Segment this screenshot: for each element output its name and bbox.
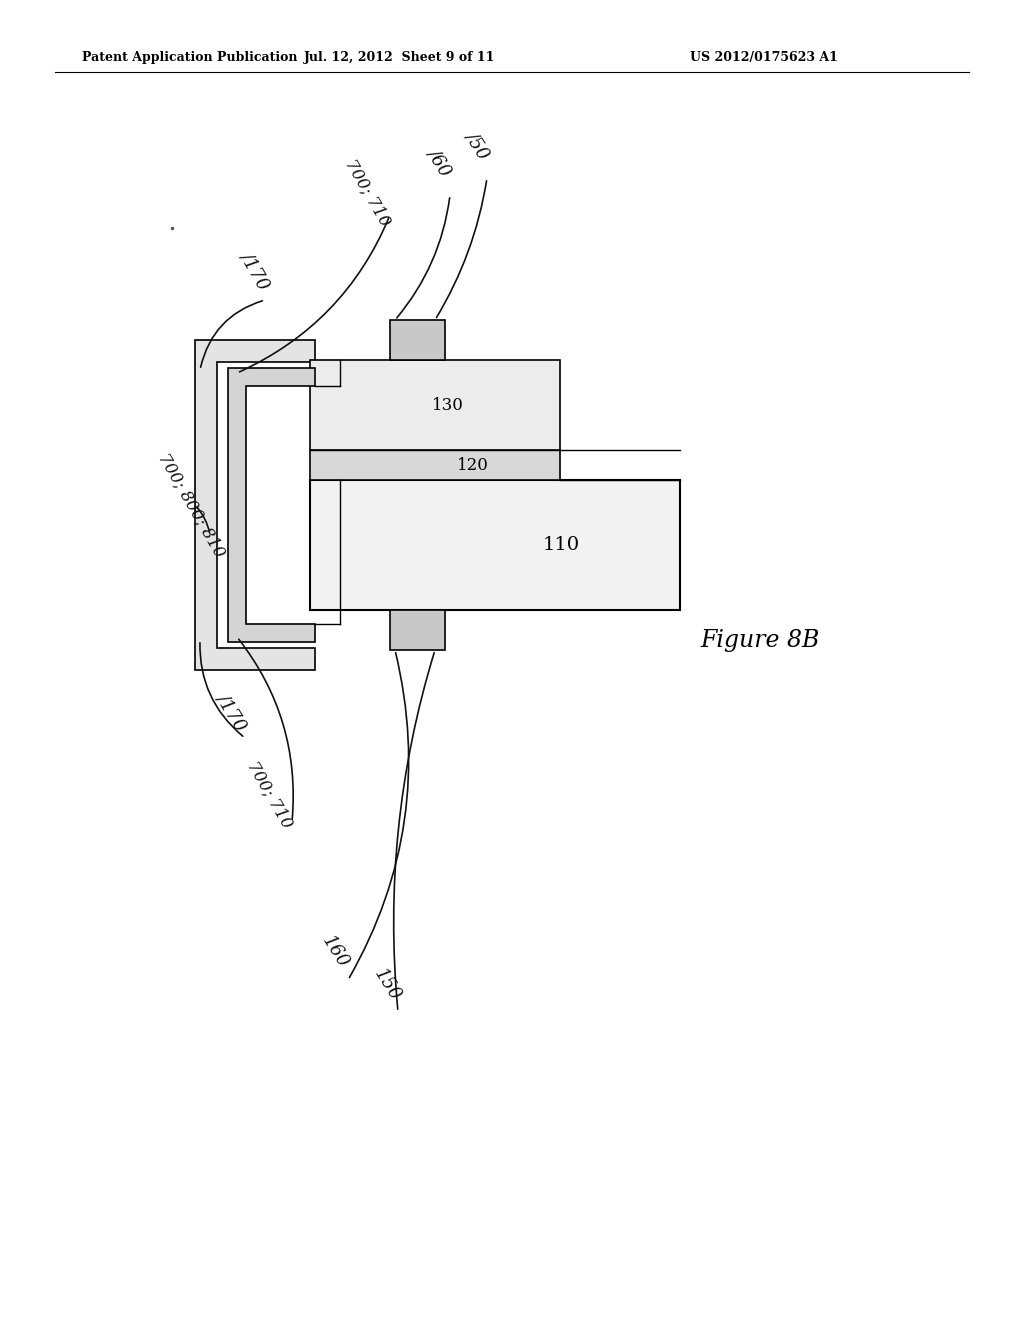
Text: 700; 710: 700; 710: [244, 759, 296, 832]
Text: /60: /60: [425, 145, 456, 180]
Text: /170: /170: [237, 248, 273, 292]
Text: Patent Application Publication: Patent Application Publication: [82, 50, 298, 63]
Text: 700; 800; 810: 700; 800; 810: [156, 450, 228, 560]
Text: /50: /50: [463, 128, 494, 162]
Polygon shape: [228, 368, 315, 642]
Bar: [390, 610, 445, 649]
Text: 700; 710: 700; 710: [342, 157, 394, 230]
Text: 160: 160: [318, 933, 352, 972]
Text: 130: 130: [431, 396, 464, 413]
Bar: [390, 319, 445, 360]
Bar: [310, 480, 680, 610]
Bar: [310, 360, 560, 450]
Polygon shape: [195, 341, 315, 671]
Text: US 2012/0175623 A1: US 2012/0175623 A1: [690, 50, 838, 63]
Text: 150: 150: [371, 966, 403, 1005]
Text: 120: 120: [457, 457, 488, 474]
Text: Jul. 12, 2012  Sheet 9 of 11: Jul. 12, 2012 Sheet 9 of 11: [304, 50, 496, 63]
Text: Figure 8B: Figure 8B: [700, 628, 819, 652]
Text: 110: 110: [543, 536, 581, 554]
Bar: [310, 450, 560, 480]
Text: /170: /170: [214, 690, 251, 734]
